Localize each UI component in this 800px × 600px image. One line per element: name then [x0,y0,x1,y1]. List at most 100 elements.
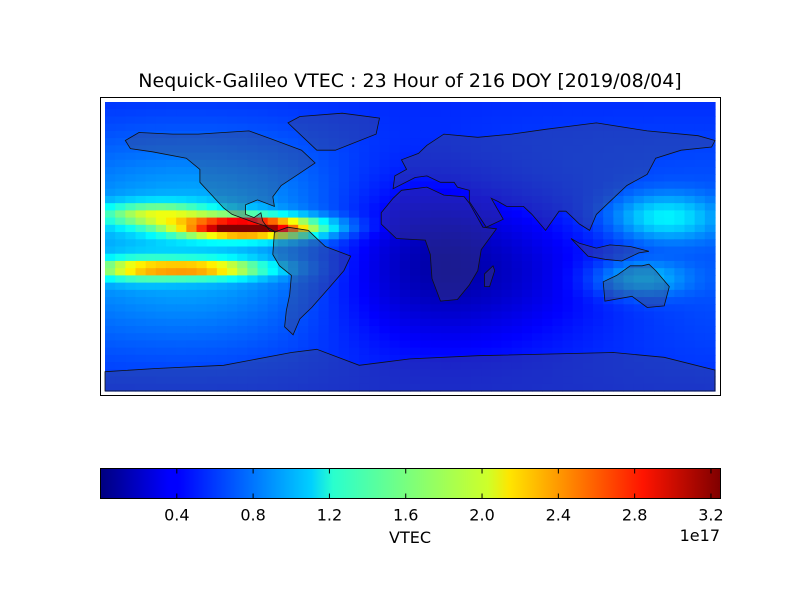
heatmap-cell [694,217,706,226]
heatmap-cell [511,181,523,190]
heatmap-cell [532,102,543,110]
heatmap-cell [704,195,716,204]
heatmap-cell [694,376,706,385]
heatmap-cell [288,347,299,356]
heatmap-cell [450,282,462,291]
heatmap-cell [349,152,360,161]
heatmap-cell [501,232,513,240]
heatmap-cell [176,102,187,110]
heatmap-cell [298,268,309,276]
heatmap-cell [115,325,126,334]
heatmap-cell [521,260,533,269]
heatmap-cell [155,138,167,146]
heatmap-cell [288,167,299,175]
heatmap-cell [328,260,340,269]
heatmap-cell [643,369,655,378]
heatmap-cell [277,325,289,334]
heatmap-cell [613,102,625,110]
heatmap-cell [684,268,696,276]
heatmap-cell [186,282,198,291]
heatmap-cell [532,253,543,262]
heatmap-cell [308,333,320,342]
heatmap-cell [227,340,238,349]
heatmap-cell [572,362,584,370]
heatmap-cell [216,354,228,363]
heatmap-cell [267,102,279,110]
heatmap-cell [694,159,706,168]
heatmap-cell [176,138,187,146]
heatmap-cell [196,203,208,211]
heatmap-cell [166,318,177,327]
heatmap-cell [186,325,198,334]
heatmap-cell [288,152,299,161]
heatmap-cell [674,167,686,175]
heatmap-cell [389,376,401,385]
heatmap-cell [399,181,411,190]
heatmap-cell [338,340,350,349]
heatmap-cell [328,145,340,154]
heatmap-cell [288,159,299,168]
heatmap-cell [633,116,645,125]
heatmap-cell [125,354,137,363]
heatmap-cell [440,181,452,190]
heatmap-cell [471,362,482,370]
heatmap-cell [318,362,330,370]
heatmap-cell [267,239,279,248]
heatmap-cell [155,297,167,305]
heatmap-cell [511,210,523,219]
heatmap-cell [603,232,614,240]
heatmap-cell [684,217,696,226]
heatmap-cell [593,138,604,146]
heatmap-cell [267,174,279,183]
heatmap-cell [501,123,513,132]
heatmap-cell [247,224,259,233]
heatmap-cell [481,275,492,284]
heatmap-cell [318,123,330,132]
heatmap-cell [145,347,157,356]
heatmap-cell [633,260,645,269]
heatmap-cell [369,232,381,240]
heatmap-cell [623,354,635,363]
heatmap-cell [288,109,299,118]
heatmap-cell [247,325,259,334]
heatmap-cell [145,282,157,291]
heatmap-cell [593,347,604,356]
heatmap-cell [694,116,706,125]
heatmap-cell [664,383,675,392]
heatmap-cell [552,232,564,240]
heatmap-cell [532,224,543,233]
heatmap-cell [410,188,421,197]
colorbar-tick-label: 2.4 [546,506,571,525]
heatmap-cell [105,239,116,248]
heatmap-cell [369,297,381,305]
heatmap-cell [196,304,208,313]
heatmap-cell [440,159,452,168]
heatmap-cell [227,159,238,168]
heatmap-cell [379,383,391,392]
heatmap-cell [399,275,411,284]
heatmap-cell [145,246,157,255]
heatmap-cell [460,174,472,183]
heatmap-cell [593,369,604,378]
heatmap-cell [562,195,574,204]
heatmap-cell [379,138,391,146]
heatmap-cell [694,123,706,132]
heatmap-cell [308,116,320,125]
heatmap-cell [471,232,482,240]
heatmap-cell [450,333,462,342]
heatmap-cell [237,159,248,168]
heatmap-cell [654,109,665,118]
heatmap-cell [288,232,299,240]
heatmap-cell [379,297,391,305]
heatmap-cell [501,369,513,378]
heatmap-cell [166,181,177,190]
heatmap-cell [410,289,421,298]
heatmap-cell [379,253,391,262]
heatmap-cell [288,333,299,342]
heatmap-cell [501,239,513,248]
heatmap-cell [643,109,655,118]
heatmap-cell [186,167,198,175]
heatmap-cell [613,224,625,233]
heatmap-cell [501,210,513,219]
heatmap-cell [521,347,533,356]
